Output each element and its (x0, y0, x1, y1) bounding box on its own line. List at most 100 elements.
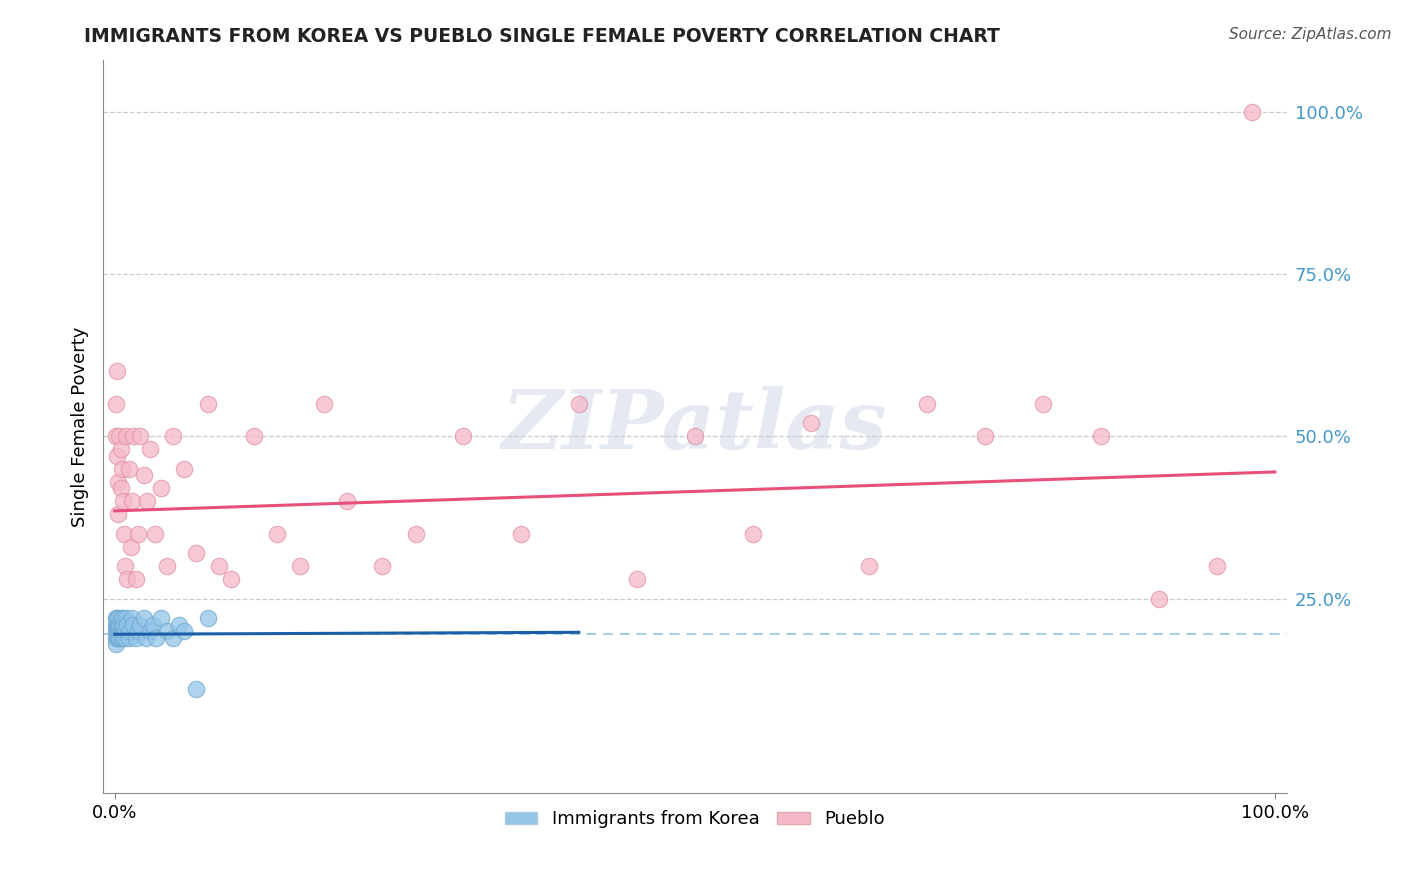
Point (111, 611, 134, 625)
Point (107, 475, 129, 489)
Point (110, 631, 132, 645)
Point (105, 617, 128, 632)
Point (107, 611, 129, 625)
Point (568, 397, 591, 411)
Point (184, 546, 207, 560)
Point (115, 429, 138, 443)
Point (122, 429, 145, 443)
Point (219, 572, 242, 586)
Point (117, 572, 139, 586)
Point (132, 468, 155, 483)
Point (121, 611, 143, 625)
Point (145, 631, 167, 645)
Point (184, 682, 207, 697)
Point (243, 429, 266, 443)
Point (405, 526, 427, 541)
Point (104, 631, 127, 645)
Point (915, 397, 938, 411)
Point (197, 397, 219, 411)
Point (167, 617, 190, 632)
Point (105, 631, 128, 645)
Point (111, 461, 134, 475)
Point (127, 624, 149, 638)
Point (118, 461, 141, 475)
Point (118, 631, 141, 645)
Point (105, 364, 128, 378)
Point (111, 617, 134, 632)
Point (626, 572, 648, 586)
Point (114, 631, 136, 645)
Point (143, 526, 166, 541)
Text: ZIPatlas: ZIPatlas (502, 386, 887, 467)
Point (1032, 397, 1054, 411)
Text: Source: ZipAtlas.com: Source: ZipAtlas.com (1229, 27, 1392, 42)
Point (112, 526, 135, 541)
Point (208, 559, 231, 574)
Point (142, 617, 165, 632)
Point (312, 397, 335, 411)
Point (115, 611, 138, 625)
Point (104, 429, 127, 443)
Point (124, 631, 146, 645)
Point (122, 617, 145, 632)
Point (266, 526, 288, 541)
Point (336, 494, 359, 508)
Point (124, 572, 146, 586)
Point (135, 631, 157, 645)
Point (1240, 104, 1263, 119)
Point (112, 617, 135, 632)
Point (1090, 429, 1112, 443)
Point (118, 624, 141, 638)
Point (107, 631, 129, 645)
Point (115, 624, 138, 638)
Point (173, 624, 195, 638)
Point (162, 631, 184, 645)
Point (132, 611, 155, 625)
Point (105, 624, 128, 638)
Point (110, 624, 132, 638)
Point (858, 559, 880, 574)
Legend: Immigrants from Korea, Pueblo: Immigrants from Korea, Pueblo (498, 803, 893, 836)
Point (108, 429, 131, 443)
Point (107, 617, 129, 632)
Point (683, 429, 706, 443)
Point (150, 481, 173, 495)
Point (107, 624, 129, 638)
Point (290, 559, 312, 574)
Point (111, 624, 134, 638)
Point (451, 429, 474, 443)
Point (104, 397, 127, 411)
Point (156, 559, 179, 574)
Y-axis label: Single Female Poverty: Single Female Poverty (72, 326, 89, 526)
Point (104, 617, 127, 632)
Point (1206, 559, 1229, 574)
Point (150, 611, 173, 625)
Text: IMMIGRANTS FROM KOREA VS PUEBLO SINGLE FEMALE POVERTY CORRELATION CHART: IMMIGRANTS FROM KOREA VS PUEBLO SINGLE F… (84, 27, 1000, 45)
Point (741, 526, 763, 541)
Point (121, 494, 143, 508)
Point (129, 429, 152, 443)
Point (156, 624, 179, 638)
Point (104, 637, 127, 651)
Point (800, 416, 823, 430)
Point (108, 624, 131, 638)
Point (138, 624, 160, 638)
Point (173, 461, 195, 475)
Point (110, 617, 132, 632)
Point (108, 631, 131, 645)
Point (114, 559, 136, 574)
Point (104, 624, 127, 638)
Point (127, 526, 149, 541)
Point (110, 481, 132, 495)
Point (111, 631, 134, 645)
Point (112, 624, 135, 638)
Point (108, 617, 131, 632)
Point (509, 526, 531, 541)
Point (105, 611, 128, 625)
Point (107, 507, 129, 521)
Point (138, 442, 160, 457)
Point (120, 540, 142, 554)
Point (1147, 591, 1170, 606)
Point (104, 611, 127, 625)
Point (136, 494, 159, 508)
